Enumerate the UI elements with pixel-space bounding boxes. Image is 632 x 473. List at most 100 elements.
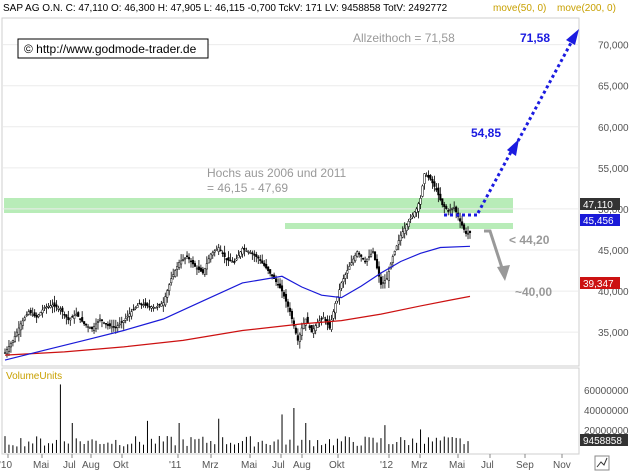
candles [3, 170, 472, 358]
candle-body [41, 309, 44, 314]
candle-body [431, 179, 434, 184]
candle-body [106, 323, 109, 326]
chart-logo-glyph-icon [596, 457, 608, 468]
candle-body [298, 333, 301, 342]
candle-body [417, 203, 420, 212]
candle-body [140, 303, 143, 306]
header-ma200-legend: move(200, 0) [557, 3, 616, 14]
candle-body [187, 257, 191, 260]
candle-body [286, 301, 290, 307]
candle-body [332, 311, 335, 319]
candle-body [324, 318, 327, 322]
candle-body [25, 314, 28, 316]
candle-body [39, 312, 42, 316]
candle-body [413, 211, 416, 218]
candle-body [162, 302, 165, 306]
candle-body [160, 303, 163, 307]
candle-body [172, 274, 175, 277]
candle-body [164, 296, 167, 306]
candle-body [203, 268, 206, 275]
candle-body [138, 302, 141, 305]
volume-last-text: 9458858 [583, 436, 622, 447]
candle-body [387, 271, 390, 281]
candle-body [344, 274, 347, 279]
candle-body [433, 181, 436, 187]
candle-body [294, 327, 297, 334]
candle-body [385, 278, 388, 280]
x-axis-ticks: '10 Mai Jul Aug Okt '11 Mrz Mai Jul Aug Okt '12 Mrz M… [0, 454, 571, 471]
candle-body [112, 326, 115, 328]
candle-body [21, 320, 24, 326]
candle-body [352, 258, 355, 264]
candle-body [391, 256, 394, 263]
y-tick-label: 65,000 [598, 82, 629, 93]
candle-body [49, 305, 52, 308]
candle-body [304, 318, 307, 326]
ma200-line [4, 295, 471, 356]
candle-body [435, 188, 438, 191]
x-tick-label: Sep [516, 460, 534, 471]
support-zone [285, 223, 513, 229]
candle-body [195, 267, 198, 270]
volume-label: VolumeUnits [6, 371, 62, 382]
arrowhead-71-icon [566, 29, 579, 45]
candle-body [419, 198, 422, 205]
candle-body [445, 206, 448, 209]
candle-body [213, 250, 216, 253]
candle-body [334, 303, 337, 314]
candle-body [429, 175, 432, 180]
candle-body [69, 318, 72, 321]
candle-body [83, 321, 86, 325]
x-tick-label: Jul [481, 460, 494, 471]
candle-body [241, 248, 244, 255]
arrowhead-down-icon [497, 265, 510, 281]
candle-body [296, 335, 299, 341]
candle-body [377, 266, 381, 277]
candle-body [178, 262, 181, 268]
candle-body [393, 250, 396, 255]
candle-body [443, 204, 446, 207]
candle-body [122, 320, 125, 323]
candle-body [257, 256, 260, 259]
ma50-badge [580, 214, 620, 226]
candle-body [29, 310, 32, 314]
y-tick-label: 50,000 [598, 205, 629, 216]
candle-body [53, 302, 56, 307]
x-tick-label: Okt [329, 460, 345, 471]
candle-body [116, 325, 119, 328]
x-tick-label: Mai [449, 460, 465, 471]
candle-body [366, 258, 369, 262]
candle-body [114, 326, 117, 329]
price-panel [1, 17, 580, 367]
x-tick-label: Mai [241, 460, 257, 471]
candle-body [370, 253, 373, 257]
candle-body [96, 321, 100, 324]
candle-body [449, 209, 452, 211]
candle-body [33, 312, 36, 317]
vol-tick-40m: 40000000 [584, 406, 629, 417]
candle-body [338, 289, 341, 298]
y-tick-label: 40,000 [598, 287, 629, 298]
candle-body [148, 306, 151, 308]
resistance-zone [4, 198, 513, 213]
candle-body [437, 187, 440, 196]
candle-body [466, 232, 470, 235]
x-tick-label: Mrz [202, 460, 219, 471]
candle-body [314, 325, 317, 331]
projection-to-71 [516, 40, 574, 142]
ma200-badge [580, 277, 620, 289]
candle-body [292, 320, 295, 327]
candle-body [79, 318, 82, 320]
candle-body [233, 260, 236, 263]
candle-body [290, 310, 293, 320]
candle-body [453, 207, 456, 209]
candle-body [75, 313, 78, 316]
header-ma50-legend: move(50, 0) [493, 3, 546, 14]
candle-body [98, 318, 102, 321]
copyright-text[interactable]: © http://www.godmode-trader.de [24, 42, 197, 56]
candle-body [197, 266, 200, 270]
candle-body [146, 303, 149, 307]
candle-body [180, 260, 183, 265]
candle-body [132, 308, 135, 311]
candle-body [174, 270, 177, 277]
